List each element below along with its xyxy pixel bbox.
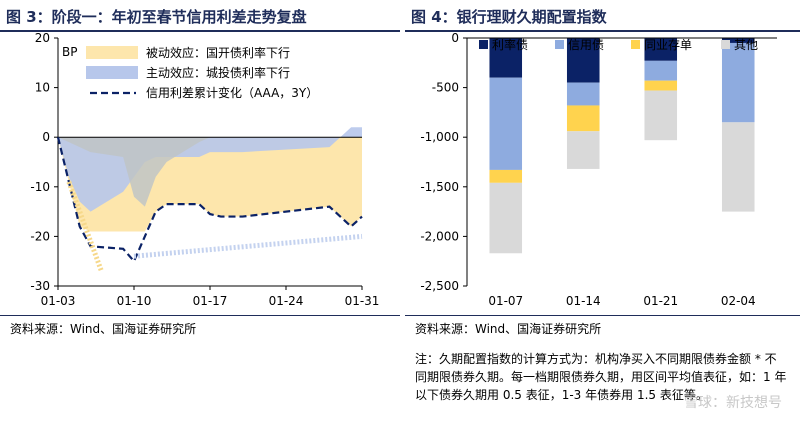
y-tick-label: -500 bbox=[432, 81, 459, 95]
bar-segment bbox=[489, 38, 523, 78]
y-tick-label: -1,500 bbox=[420, 180, 459, 194]
legend-label-active: 主动效应：城投债利率下行 bbox=[146, 65, 290, 80]
legend-swatch-active bbox=[86, 66, 138, 79]
y-tick-label: -20 bbox=[30, 229, 50, 243]
bar-segment bbox=[721, 42, 755, 123]
legend-label: 同业存单 bbox=[644, 38, 692, 52]
right-bottom-rule bbox=[405, 315, 800, 316]
watermark: 雪球：新技想号 bbox=[684, 395, 782, 411]
x-tick-label: 01-10 bbox=[117, 294, 152, 308]
legend-label: 利率债 bbox=[492, 37, 528, 52]
x-tick-label: 01-31 bbox=[345, 294, 380, 308]
x-tick-label: 01-24 bbox=[269, 294, 304, 308]
y-tick-label: -2,000 bbox=[420, 229, 459, 243]
x-tick-label: 01-03 bbox=[41, 294, 76, 308]
y-axis-label: BP bbox=[62, 45, 77, 59]
legend-swatch bbox=[479, 40, 488, 49]
right-note: 注：久期配置指数的计算方式为：机构净买入不同期限债券金额 * 不同期限债券久期。… bbox=[415, 352, 787, 402]
y-tick-label: -1,000 bbox=[420, 130, 459, 144]
right-title-rule bbox=[405, 30, 800, 32]
bar-segment bbox=[644, 60, 678, 81]
legend-swatch bbox=[555, 40, 564, 49]
bar-segment bbox=[566, 105, 600, 132]
y-tick-label: 0 bbox=[451, 31, 459, 45]
left-bottom-rule bbox=[0, 315, 400, 316]
bar-segment bbox=[566, 131, 600, 169]
bar-segment bbox=[566, 38, 600, 83]
bar-segment bbox=[644, 90, 678, 141]
x-tick-label: 01-14 bbox=[566, 294, 601, 308]
x-tick-label: 02-04 bbox=[721, 294, 756, 308]
legend-swatch bbox=[721, 40, 730, 49]
active-effect-arrow bbox=[133, 233, 363, 259]
bar-segment bbox=[644, 38, 678, 61]
bar-segment bbox=[566, 82, 600, 106]
bar-segment bbox=[644, 80, 678, 91]
y-tick-label: -2,500 bbox=[420, 279, 459, 293]
right-source: 资料来源：Wind、国海证券研究所 bbox=[415, 322, 602, 336]
y-tick-label: 0 bbox=[42, 130, 50, 144]
y-tick-label: -10 bbox=[30, 180, 50, 194]
bar-segment bbox=[489, 182, 523, 254]
legend-label: 信用债 bbox=[568, 38, 604, 52]
x-tick-label: 01-07 bbox=[488, 294, 523, 308]
y-tick-label: -30 bbox=[30, 279, 50, 293]
x-tick-label: 01-17 bbox=[193, 294, 228, 308]
left-title-rule bbox=[0, 30, 400, 32]
right-figure: 图 4：银行理财久期配置指数 0 -500 -1,000 -1,500 -2,000 -2… bbox=[405, 0, 800, 422]
bar-segment bbox=[721, 38, 755, 43]
y-tick-label: 20 bbox=[35, 31, 50, 45]
legend-swatch-passive bbox=[86, 46, 138, 59]
bar-segment bbox=[489, 169, 523, 183]
right-figure-title: 图 4：银行理财久期配置指数 bbox=[411, 8, 607, 26]
left-figure: 图 3：阶段一：年初至春节信用利差走势复盘 20 10 0 -10 -20 -30 01-0… bbox=[0, 8, 400, 336]
legend-swatch bbox=[631, 40, 640, 49]
x-tick-label: 01-21 bbox=[643, 294, 678, 308]
bar-segment bbox=[721, 122, 755, 212]
y-tick-label: 10 bbox=[35, 81, 50, 95]
legend-label-passive: 被动效应：国开债利率下行 bbox=[146, 45, 290, 60]
bar-segment bbox=[489, 77, 523, 170]
legend-label-cumulative: 信用利差累计变化（AAA，3Y） bbox=[146, 85, 318, 100]
duration-bar-chart: 0 -500 -1,000 -1,500 -2,000 -2,500 01-07 01-14 0… bbox=[420, 31, 777, 308]
left-figure-title: 图 3：阶段一：年初至春节信用利差走势复盘 bbox=[6, 8, 307, 26]
legend-label: 其他 bbox=[734, 38, 758, 52]
overlap-fill-area bbox=[58, 137, 362, 207]
left-source: 资料来源：Wind、国海证券研究所 bbox=[10, 322, 197, 336]
